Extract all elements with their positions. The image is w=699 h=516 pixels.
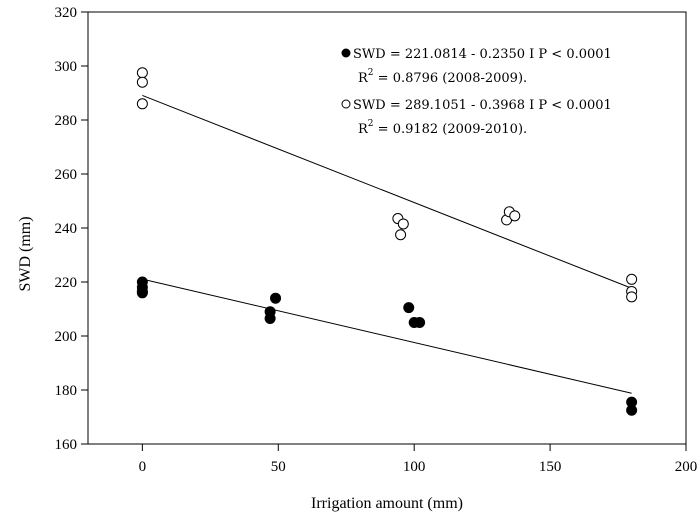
x-tick-label: 150 xyxy=(539,459,562,475)
y-axis-title: SWD (mm) xyxy=(17,216,34,291)
filled-point-series-1 xyxy=(136,287,148,299)
open-point-series-2 xyxy=(397,218,409,230)
data-points xyxy=(136,67,638,416)
legend-marker-open xyxy=(341,99,351,109)
legend-series1-r2: R2 = 0.8796 (2008-2009). xyxy=(358,68,527,86)
x-tick-label: 0 xyxy=(139,459,147,475)
y-tick-label: 280 xyxy=(55,113,78,129)
open-point-series-2 xyxy=(136,76,148,88)
open-point-series-2 xyxy=(626,273,638,285)
x-axis-title: Irrigation amount (mm) xyxy=(311,495,463,512)
open-point-series-2 xyxy=(136,67,148,79)
y-tick-label: 220 xyxy=(55,275,78,291)
y-tick-label: 200 xyxy=(55,329,78,345)
filled-point-series-1 xyxy=(403,302,415,314)
y-tick-label: 240 xyxy=(55,221,78,237)
legend: SWD = 221.0814 - 0.2350 I P < 0.0001 R2 … xyxy=(341,47,612,137)
y-tick-label: 300 xyxy=(55,59,78,75)
legend-series1-equation: SWD = 221.0814 - 0.2350 I P < 0.0001 xyxy=(353,47,612,62)
filled-point-series-1 xyxy=(264,312,276,324)
fit-lines xyxy=(142,94,632,394)
filled-point-series-1 xyxy=(626,404,638,416)
y-tick-label: 160 xyxy=(55,437,78,453)
open-point-series-2 xyxy=(395,229,407,241)
x-tick-label: 50 xyxy=(271,459,286,475)
legend-series2-equation: SWD = 289.1051 - 0.3968 I P < 0.0001 xyxy=(353,98,612,113)
fit-line-series-1 xyxy=(142,278,632,394)
y-tick-label: 260 xyxy=(55,167,78,183)
y-tick-label: 320 xyxy=(55,5,78,21)
x-axis: 0 50 100 150 200 xyxy=(139,444,698,475)
legend-marker-filled xyxy=(341,48,351,58)
y-tick-label: 180 xyxy=(55,383,78,399)
fit-line-series-2 xyxy=(142,94,632,289)
filled-point-series-1 xyxy=(270,292,282,304)
x-tick-label: 200 xyxy=(675,459,698,475)
open-point-series-2 xyxy=(626,291,638,303)
open-point-series-2 xyxy=(509,210,521,222)
open-point-series-2 xyxy=(136,98,148,110)
legend-series2-r2: R2 = 0.9182 (2009-2010). xyxy=(358,119,527,137)
x-tick-label: 100 xyxy=(403,459,426,475)
y-axis: 160 180 200 220 240 260 280 300 320 xyxy=(55,5,88,453)
filled-point-series-1 xyxy=(414,317,426,328)
